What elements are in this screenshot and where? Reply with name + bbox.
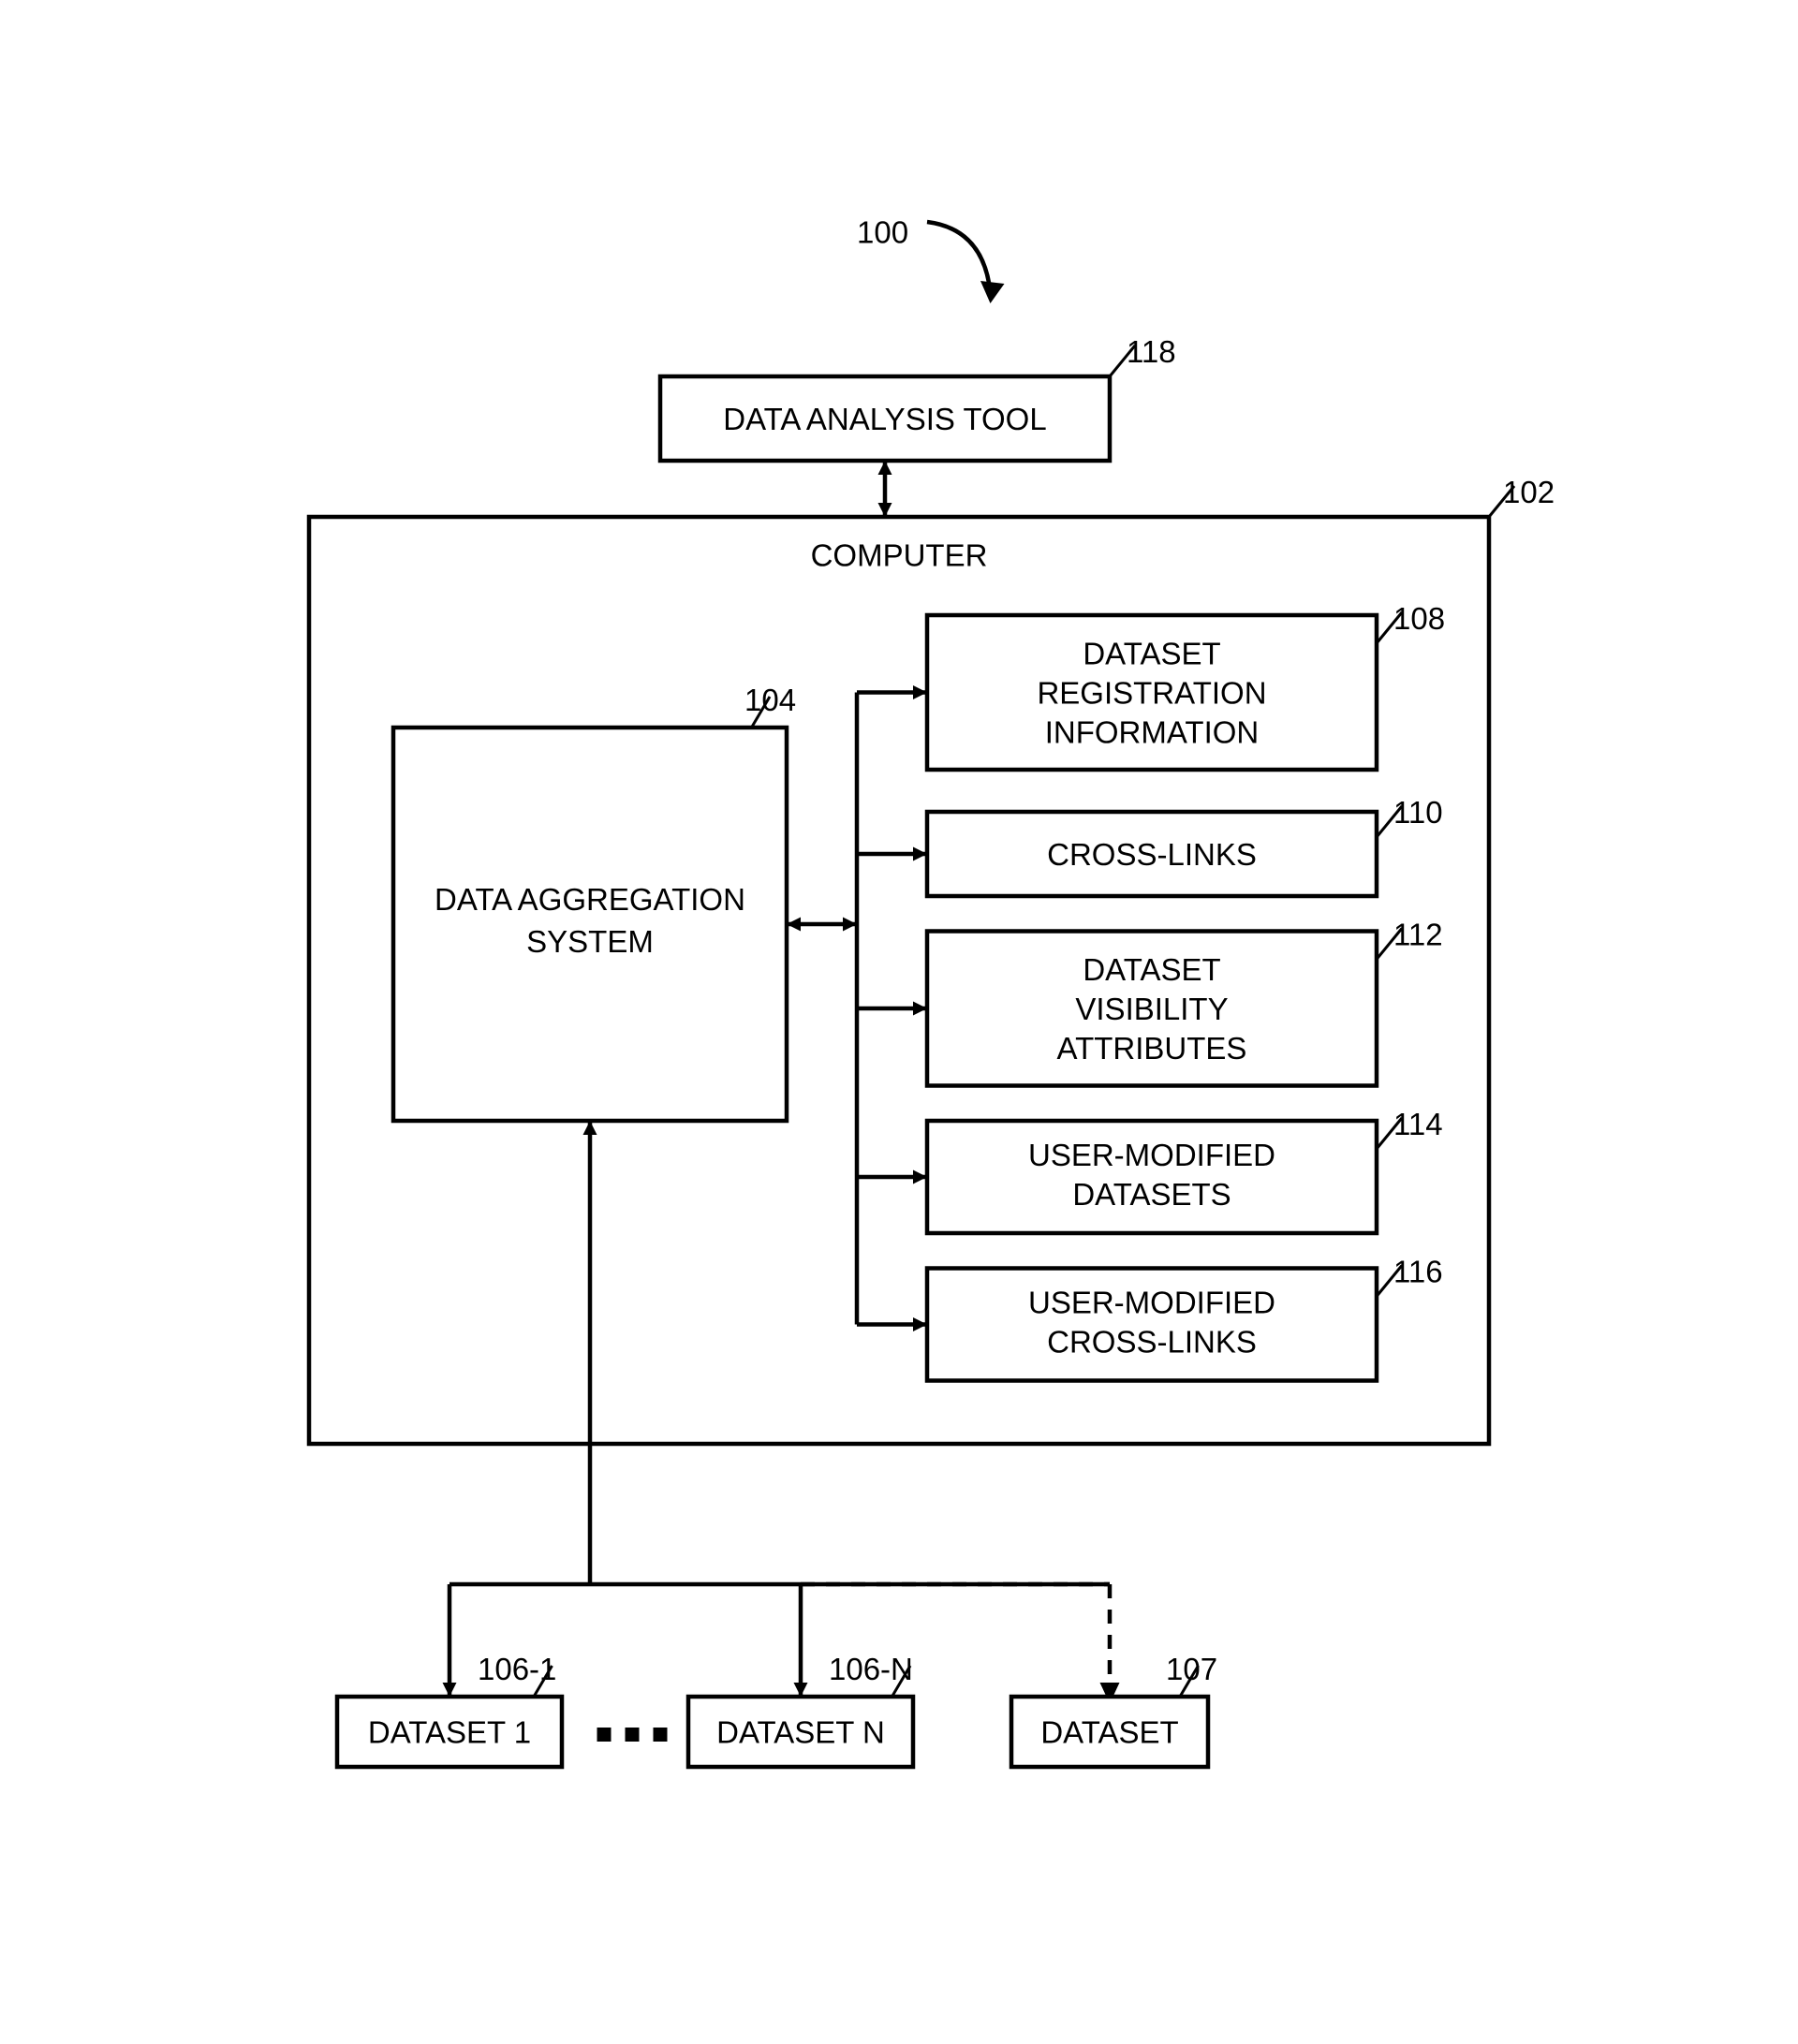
label-dri1: DATASET — [1083, 636, 1220, 670]
label-dsu: DATASET — [1040, 1714, 1178, 1749]
label-computer: COMPUTER — [811, 537, 988, 572]
label-dri2: REGISTRATION — [1037, 675, 1266, 710]
diagram-container: 100 DATA ANALYSIS TOOL 118 COMPUTER 102 … — [197, 180, 1601, 1865]
ref-114: 114 — [1393, 1107, 1443, 1141]
node-dataset-vis-attr: DATASET VISIBILITY ATTRIBUTES 112 — [927, 917, 1443, 1085]
diagram-svg: 100 DATA ANALYSIS TOOL 118 COMPUTER 102 … — [197, 180, 1601, 1865]
label-data-analysis-tool: DATA ANALYSIS TOOL — [723, 402, 1046, 436]
ref-112: 112 — [1393, 917, 1443, 951]
label-umd2: DATASETS — [1072, 1177, 1231, 1212]
label-ds1: DATASET 1 — [368, 1714, 531, 1749]
ellipsis — [597, 1728, 668, 1742]
label-crosslinks: CROSS-LINKS — [1047, 837, 1257, 872]
label-dri3: INFORMATION — [1045, 714, 1260, 749]
node-user-mod-crosslinks: USER-MODIFIED CROSS-LINKS 116 — [927, 1254, 1443, 1380]
ref-100: 100 — [857, 214, 908, 249]
title-ref-arrow: 100 — [857, 214, 1005, 303]
ref-104: 104 — [744, 683, 796, 717]
label-das2: SYSTEM — [526, 924, 654, 959]
ref-110: 110 — [1393, 795, 1443, 830]
ref-107: 107 — [1166, 1652, 1217, 1686]
label-dva2: VISIBILITY — [1075, 992, 1228, 1026]
label-dva1: DATASET — [1083, 952, 1220, 987]
label-dsn: DATASET N — [716, 1714, 885, 1749]
node-user-mod-datasets: USER-MODIFIED DATASETS 114 — [927, 1107, 1443, 1233]
label-umc1: USER-MODIFIED — [1028, 1285, 1275, 1319]
node-data-analysis-tool: DATA ANALYSIS TOOL 118 — [660, 334, 1176, 461]
ref-116: 116 — [1393, 1254, 1443, 1288]
label-umd1: USER-MODIFIED — [1028, 1138, 1275, 1172]
node-dataset-unreg: DATASET 107 — [1011, 1652, 1217, 1767]
edges-das-right — [787, 692, 927, 1324]
label-umc2: CROSS-LINKS — [1047, 1324, 1257, 1359]
ref-108: 108 — [1393, 601, 1445, 636]
node-dataset-reg-info: DATASET REGISTRATION INFORMATION 108 — [927, 601, 1445, 770]
ref-118: 118 — [1127, 334, 1176, 369]
label-dva3: ATTRIBUTES — [1057, 1031, 1247, 1066]
node-cross-links: CROSS-LINKS 110 — [927, 795, 1443, 896]
label-das1: DATA AGGREGATION — [435, 882, 745, 917]
node-data-aggregation: DATA AGGREGATION SYSTEM 104 — [393, 683, 796, 1121]
